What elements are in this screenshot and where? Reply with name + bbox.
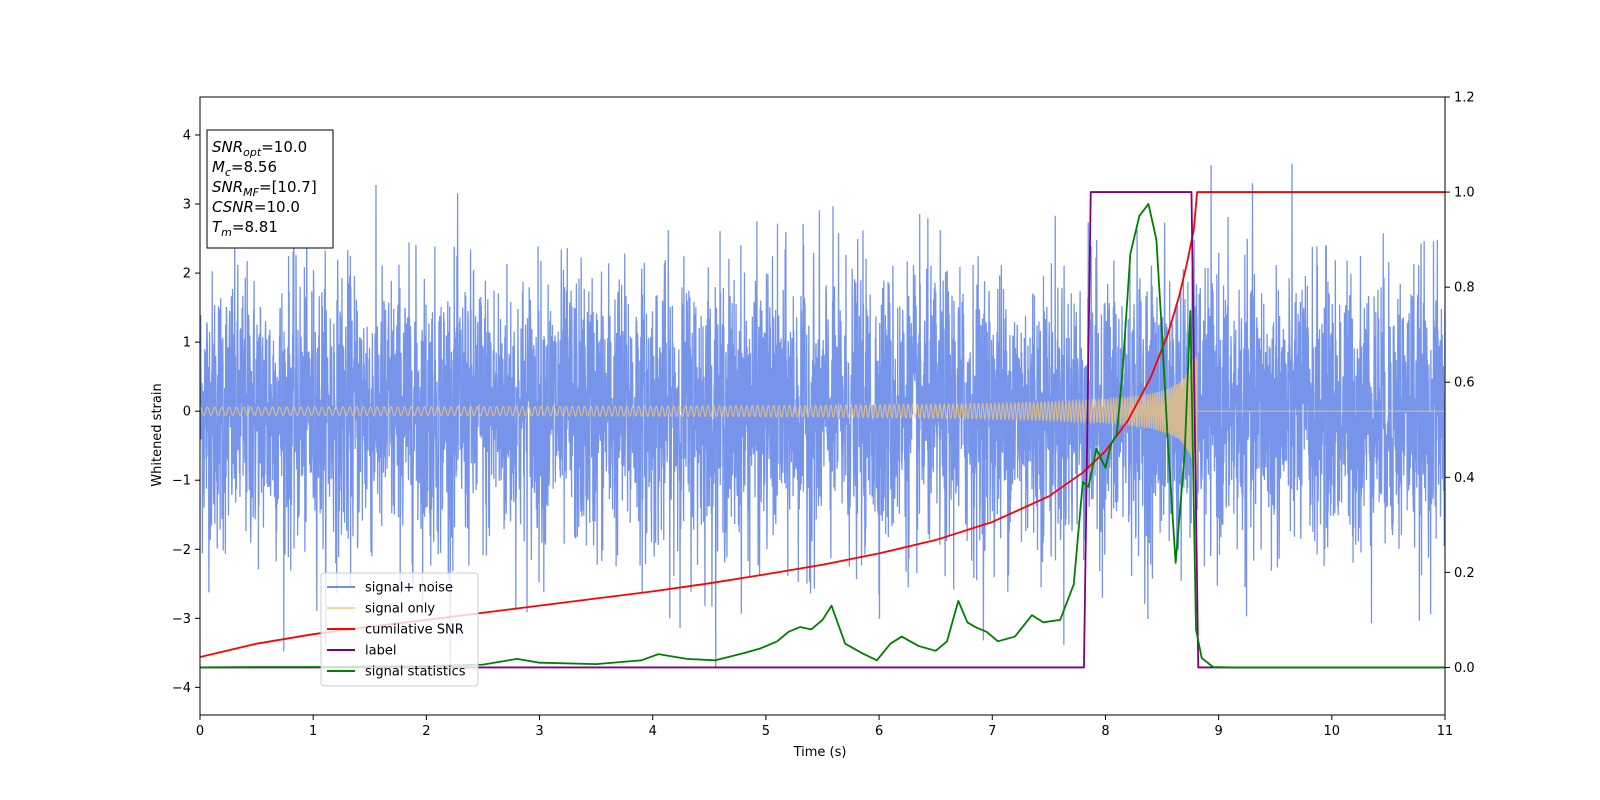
y-left-tick-label: 1 [183,336,191,351]
y-left-tick-label: 3 [183,198,191,213]
axes-frame [199,96,1446,716]
y-right-tick-label: 0.0 [1454,661,1475,676]
info-line: Tm=8.81 [212,218,278,239]
x-tick-label: 9 [1214,724,1222,739]
y-left-tick-label: 0 [183,405,191,420]
y-right-tick-label: 0.4 [1454,471,1475,486]
legend-entry-label: label [365,644,396,659]
info-box-frame [206,129,334,249]
x-tick-label: 11 [1437,724,1454,739]
x-tick-label: 2 [422,724,430,739]
x-tick-label: 4 [649,724,657,739]
y-right-tick-label: 1.2 [1454,91,1475,106]
legend-entry-label: signal only [365,602,435,617]
x-tick-label: 1 [309,724,317,739]
info-line: SNRMF=[10.7] [212,178,317,199]
info-line: SNRopt=10.0 [212,138,307,159]
y-right-tick-label: 0.2 [1454,566,1475,581]
series-signal-noise-line [200,163,1445,667]
x-tick-label: 6 [875,724,883,739]
y-left-tick-label: −3 [172,612,191,627]
y-left-tick-label: −1 [172,474,191,489]
x-tick-label: 5 [762,724,770,739]
y-left-tick-label: 4 [183,128,191,143]
legend-entry-label: signal+ noise [365,581,453,596]
legend-frame [320,572,479,687]
info-line: Mc=8.56 [212,158,277,179]
legend-entry-label: signal statistics [365,665,466,680]
axes: 0 1 2 3 4 5 6 7 8 9 10 11 −4 −3 −2 −1 0 1 2 3 4 0.0 0.2 0.4 0.6 0… [172,91,1475,740]
y-left-tick-label: −2 [172,543,191,558]
y-axis-title: Whitened strain [150,383,165,486]
x-tick-label: 3 [535,724,543,739]
series-signal-only-line [200,354,1445,481]
y-right-tick-label: 1.0 [1454,186,1475,201]
legend: signal+ noise signal only cumilative SNR la… [320,572,479,687]
y-right-tick-label: 0.6 [1454,376,1475,391]
y-left-tick-label: −4 [172,681,191,696]
x-tick-label: 7 [988,724,996,739]
x-tick-label: 10 [1324,724,1341,739]
x-tick-label: 8 [1101,724,1109,739]
x-tick-label: 0 [196,724,204,739]
x-axis-title: Time (s) [793,745,847,760]
y-left-tick-label: 2 [183,267,191,282]
series-signal-statistics-line [200,203,1445,669]
info-line: CSNR=10.0 [212,198,300,216]
y-right-tick-label: 0.8 [1454,281,1475,296]
legend-entry-label: cumilative SNR [365,623,464,638]
